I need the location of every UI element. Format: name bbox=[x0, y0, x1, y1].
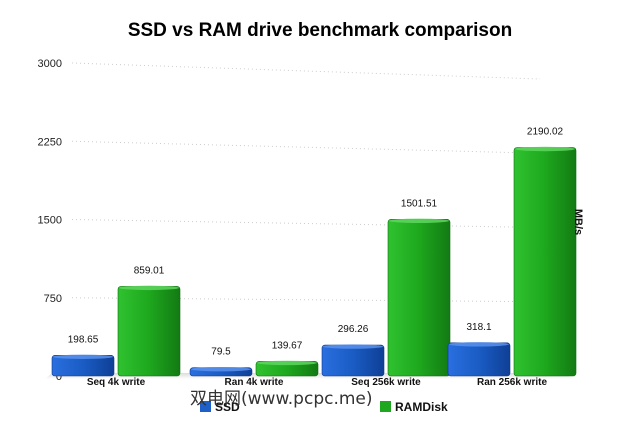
data-labels: 198.65 859.01 79.5 139.67 296.26 1501.51 318.1… bbox=[68, 127, 564, 358]
bar-top-ramdisk bbox=[119, 285, 179, 291]
bar-top-ramdisk bbox=[257, 360, 317, 366]
bar-top-ramdisk bbox=[515, 146, 575, 152]
data-label-ssd: 318.1 bbox=[466, 322, 491, 333]
bar-top-ssd bbox=[53, 354, 113, 359]
y-tick-label: 0 bbox=[56, 371, 62, 383]
y-tick-label: 3000 bbox=[38, 58, 62, 70]
legend-swatch-ssd bbox=[200, 401, 211, 412]
bars bbox=[51, 146, 577, 377]
x-category-label: Seq 4k write bbox=[87, 377, 146, 388]
bar-ramdisk bbox=[117, 286, 181, 377]
bar-top-ssd bbox=[449, 342, 509, 347]
grid-line bbox=[71, 62, 541, 80]
legend: SSD RAMDisk bbox=[200, 400, 448, 414]
data-label-ramdisk: 2190.02 bbox=[527, 127, 564, 138]
y-tick-label: 1500 bbox=[38, 215, 62, 227]
y-tick-label: 750 bbox=[44, 293, 62, 305]
bar-ramdisk bbox=[387, 219, 451, 377]
data-label-ssd: 79.5 bbox=[211, 347, 231, 358]
y-axis-label: MB/s bbox=[572, 209, 584, 235]
x-category-label: Seq 256k write bbox=[351, 377, 421, 388]
bar-ssd bbox=[447, 342, 511, 377]
legend-label-ramdisk: RAMDisk bbox=[395, 400, 448, 414]
data-label-ssd: 296.26 bbox=[338, 324, 369, 335]
watermark: 双电网(www.pcpc.me) bbox=[190, 389, 373, 409]
x-category-label: Ran 4k write bbox=[225, 377, 284, 388]
data-label-ramdisk: 1501.51 bbox=[401, 198, 438, 209]
data-label-ssd: 198.65 bbox=[68, 334, 99, 345]
bar-ssd bbox=[321, 344, 385, 377]
x-axis-categories: Seq 4k write Ran 4k write Seq 256k write Ra… bbox=[87, 377, 548, 388]
bar-top-ramdisk bbox=[389, 218, 449, 224]
y-axis-ticks: 0 750 1500 2250 3000 bbox=[38, 58, 62, 383]
y-tick-label: 2250 bbox=[38, 136, 62, 148]
bar-top-ssd bbox=[323, 344, 383, 349]
grid-line bbox=[71, 140, 541, 154]
legend-label-ssd: SSD bbox=[215, 400, 240, 414]
chart-title: SSD vs RAM drive benchmark comparison bbox=[128, 20, 512, 41]
data-label-ramdisk: 859.01 bbox=[134, 265, 165, 276]
data-label-ramdisk: 139.67 bbox=[272, 340, 303, 351]
grid-line bbox=[71, 219, 541, 228]
bar-top-ssd bbox=[191, 367, 251, 372]
legend-swatch-ramdisk bbox=[380, 401, 391, 412]
x-category-label: Ran 256k write bbox=[477, 377, 547, 388]
bar-ramdisk bbox=[513, 147, 577, 377]
